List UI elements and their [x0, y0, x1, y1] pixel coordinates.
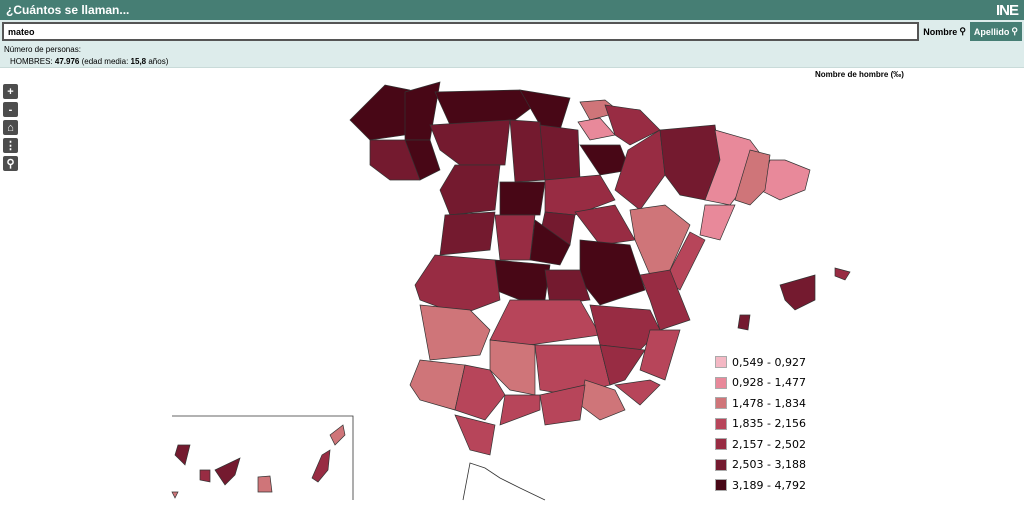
province-region[interactable]: [489, 339, 536, 396]
legend-item: 2,503 - 3,188: [715, 455, 806, 476]
province-region[interactable]: [454, 364, 506, 421]
legend-label: 0,928 - 1,477: [732, 376, 806, 390]
search-bar: Nombre⚲ Apellido⚲ Número de personas: HO…: [0, 20, 1024, 68]
search-icon: ⚲: [959, 26, 966, 36]
zoom-in-button[interactable]: +: [3, 84, 18, 99]
province-region[interactable]: [174, 444, 191, 466]
province-region[interactable]: [639, 269, 691, 331]
province-region[interactable]: [604, 104, 661, 146]
province-region[interactable]: [329, 424, 346, 446]
province-region[interactable]: [734, 149, 771, 206]
africa-coastline: [462, 462, 546, 501]
age-suffix: años): [148, 57, 169, 66]
province-region[interactable]: [349, 84, 411, 141]
apellido-label: Apellido: [973, 26, 1010, 37]
province-region[interactable]: [499, 181, 546, 216]
province-region[interactable]: [737, 314, 751, 331]
app-title: ¿Cuántos se llaman...: [6, 3, 130, 17]
province-region[interactable]: [439, 164, 501, 216]
province-region[interactable]: [639, 329, 681, 381]
province-region[interactable]: [579, 239, 646, 306]
app-header: ¿Cuántos se llaman... INE: [0, 0, 1024, 20]
province-region[interactable]: [494, 214, 536, 261]
legend-label: 0,549 - 0,927: [732, 355, 806, 369]
province-region[interactable]: [434, 89, 536, 126]
map-title: Nombre de hombre (‰): [815, 70, 904, 79]
legend-item: 0,928 - 1,477: [715, 373, 806, 394]
map-controls: + - ⌂ ⋮ ⚲: [3, 84, 18, 171]
province-region[interactable]: [574, 204, 636, 246]
legend-swatch: [715, 438, 727, 451]
nombre-label: Nombre: [923, 26, 958, 37]
result-info: Número de personas: HOMBRES: 47.976 (eda…: [2, 44, 1022, 68]
ine-logo[interactable]: INE: [995, 1, 1019, 19]
search-nombre-button[interactable]: Nombre ⚲: [919, 22, 970, 41]
more-button[interactable]: ⋮: [3, 138, 18, 153]
province-region[interactable]: [779, 274, 816, 311]
legend-swatch: [715, 356, 727, 369]
legend-swatch: [715, 397, 727, 410]
province-region[interactable]: [419, 304, 491, 361]
map-legend: 0,549 - 0,927 0,928 - 1,477 1,478 - 1,834 1…: [715, 352, 806, 496]
gender: HOMBRES:: [10, 57, 53, 66]
province-region[interactable]: [429, 119, 511, 166]
province-region[interactable]: [834, 267, 851, 281]
age: 15,8: [130, 57, 147, 66]
legend-item: 2,157 - 2,502: [715, 434, 806, 455]
province-region[interactable]: [509, 119, 546, 183]
province-region[interactable]: [214, 457, 241, 486]
province-region[interactable]: [311, 449, 331, 483]
province-region[interactable]: [409, 359, 466, 411]
legend-item: 0,549 - 0,927: [715, 352, 806, 373]
province-region[interactable]: [529, 219, 571, 266]
count: 47.976: [54, 57, 80, 66]
province-region[interactable]: [439, 211, 496, 256]
choropleth-map[interactable]: [0, 68, 1024, 505]
info-label: Número de personas:: [4, 45, 81, 54]
province-region[interactable]: [614, 129, 666, 211]
province-region[interactable]: [499, 394, 541, 426]
province-region[interactable]: [539, 384, 586, 426]
search-apellido-button[interactable]: Apellido ⚲: [969, 22, 1022, 41]
province-region[interactable]: [599, 344, 646, 386]
legend-label: 3,189 - 4,792: [732, 478, 806, 492]
province-region[interactable]: [614, 379, 661, 406]
legend-swatch: [715, 479, 727, 492]
age-prefix: (edad media:: [81, 57, 129, 66]
province-region[interactable]: [494, 259, 551, 301]
map-search-button[interactable]: ⚲: [3, 156, 18, 171]
province-region[interactable]: [257, 475, 273, 493]
legend-label: 2,157 - 2,502: [732, 437, 806, 451]
legend-item: 1,478 - 1,834: [715, 393, 806, 414]
province-region[interactable]: [699, 204, 736, 241]
search-icon: ⚲: [1011, 26, 1018, 36]
legend-swatch: [715, 376, 727, 389]
province-region[interactable]: [404, 139, 441, 181]
province-region[interactable]: [544, 269, 591, 306]
legend-item: 3,189 - 4,792: [715, 475, 806, 496]
info-result: HOMBRES: 47.976 (edad media: 15,8 años): [4, 56, 1022, 68]
zoom-out-button[interactable]: -: [3, 102, 18, 117]
province-region[interactable]: [171, 491, 179, 499]
home-button[interactable]: ⌂: [3, 120, 18, 135]
legend-label: 1,478 - 1,834: [732, 396, 806, 410]
province-region[interactable]: [454, 414, 496, 456]
province-region[interactable]: [544, 174, 616, 216]
legend-swatch: [715, 417, 727, 430]
legend-label: 2,503 - 3,188: [732, 458, 806, 472]
legend-label: 1,835 - 2,156: [732, 417, 806, 431]
canary-islands-inset-frame: [172, 415, 354, 500]
province-region[interactable]: [199, 469, 211, 483]
name-search-input[interactable]: [2, 22, 920, 41]
province-region[interactable]: [539, 124, 581, 181]
legend-item: 1,835 - 2,156: [715, 414, 806, 435]
province-region[interactable]: [489, 299, 601, 346]
province-region[interactable]: [664, 231, 706, 291]
province-region[interactable]: [577, 117, 616, 141]
legend-swatch: [715, 458, 727, 471]
